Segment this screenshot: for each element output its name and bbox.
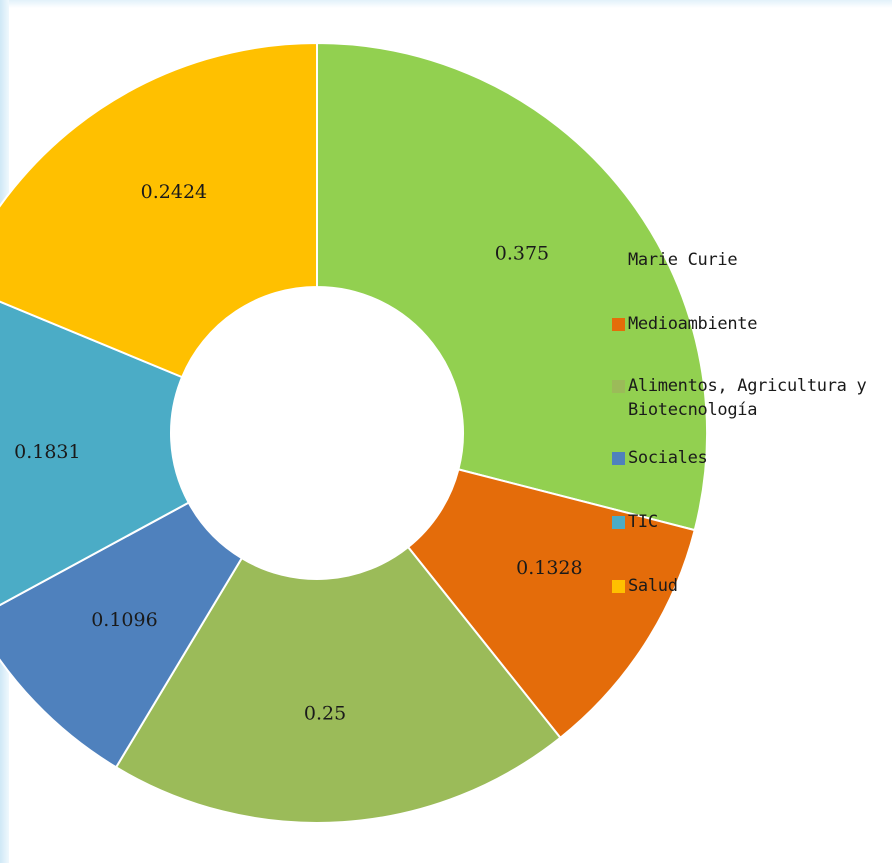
data-label-alimentos-agricultura-y-biotecnologia: 0.25 [304,702,346,724]
slice-tic [0,300,191,607]
slice-salud [0,41,318,379]
legend-swatch [612,452,625,465]
legend-swatch [612,580,625,593]
slice-sociales [0,501,244,769]
top-frame-strip [0,0,892,8]
legend-item-marie-curie: Marie Curie [612,248,890,272]
legend-label: Salud [628,576,678,596]
legend-item-salud: Salud [612,574,890,598]
legend-label: Marie Curie [628,250,738,270]
slice-marie-curie [316,41,708,532]
legend-label: TIC [628,512,658,532]
legend-swatch [612,254,625,267]
legend-swatch [612,380,625,393]
slice-alimentos-agricultura-y-biotecnologia [114,545,562,824]
legend-item-sociales: Sociales [612,446,890,470]
slice-medioambiente [406,468,696,740]
legend-item-tic: TIC [612,510,890,534]
data-label-tic: 0.1831 [14,441,80,463]
donut-slices [0,41,708,824]
legend-item-alimentos-agricultura-y-biotecnologia: Alimentos, Agricultura y Biotecnología [612,374,890,422]
legend-swatch [612,516,625,529]
legend-item-medioambiente: Medioambiente [612,312,890,336]
donut-data-labels: 0.375 0.1328 0.25 0.1096 0.1831 0.2424 [14,181,582,725]
data-label-medioambiente: 0.1328 [516,557,582,579]
legend-label: Alimentos, Agricultura y Biotecnología [628,376,867,420]
legend-label: Medioambiente [628,314,758,334]
legend-label: Sociales [628,448,708,468]
data-label-sociales: 0.1096 [91,609,157,631]
legend-swatch [612,318,625,331]
data-label-salud: 0.2424 [141,181,207,203]
data-label-marie-curie: 0.375 [495,242,549,264]
